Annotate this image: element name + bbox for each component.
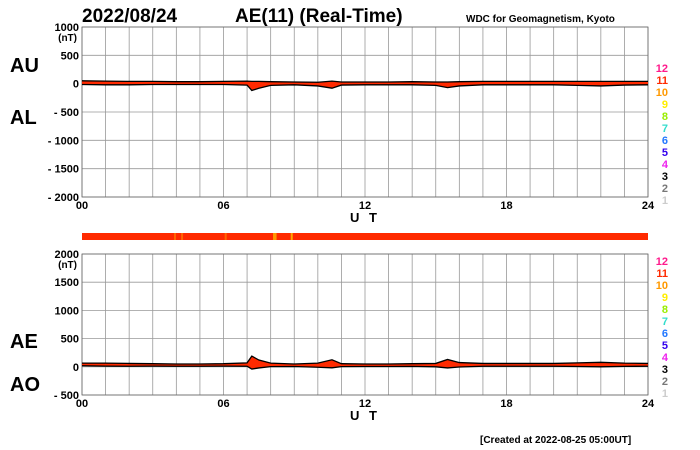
legend-station-count-1: 1: [662, 388, 668, 400]
x-tick-label: 18: [500, 200, 512, 212]
count-bar-segment: [224, 233, 227, 240]
band-fill: [82, 80, 648, 91]
y-tick-label: 500: [61, 50, 79, 62]
y-tick-label: 1500: [55, 277, 79, 289]
legend-station-count-5: 5: [662, 340, 668, 352]
x-tick-label: 12: [359, 200, 371, 212]
plot-frame: [81, 253, 649, 396]
y-tick-label: 1000: [55, 22, 79, 34]
series-line-al: [81, 83, 649, 92]
station-count-bar: [82, 233, 648, 240]
series-label-ao: AO: [10, 374, 40, 396]
legend-station-count-1: 1: [662, 195, 668, 207]
legend-station-count-10: 10: [656, 280, 668, 292]
x-tick-label: 18: [500, 398, 512, 410]
legend-station-count-12: 12: [656, 256, 668, 268]
y-tick-label: 2000: [55, 249, 79, 261]
plot-frame: [81, 26, 649, 198]
y-unit-label: (nT): [58, 260, 77, 271]
legend-station-count-10: 10: [656, 87, 668, 99]
x-tick-label: 06: [217, 398, 229, 410]
series-line-ae: [82, 355, 649, 365]
legend-station-count-2: 2: [662, 376, 668, 388]
y-tick-label: 0: [73, 362, 79, 374]
x-tick-label: 00: [76, 200, 88, 212]
x-tick-label: 06: [217, 200, 229, 212]
panel-au-al: 1000 500 0 - 500 - 1000 - 1500 - 2000 (nT) 00 06 1…: [10, 22, 669, 225]
legend-station-count-4: 4: [662, 352, 669, 364]
series-line-ao: [81, 365, 649, 370]
x-tick-label: 00: [76, 398, 88, 410]
y-tick-label: - 1000: [48, 135, 79, 147]
legend-station-count-9: 9: [662, 292, 668, 304]
x-tick-label: 24: [642, 200, 655, 212]
series-label-al: AL: [10, 107, 37, 129]
date-title: 2022/08/24: [82, 6, 178, 27]
legend-station-count-12: 12: [656, 63, 668, 75]
count-bar-segment: [181, 233, 184, 240]
y-tick-label: - 500: [54, 107, 79, 119]
legend-station-count-6: 6: [662, 328, 668, 340]
legend-station-count-8: 8: [662, 111, 668, 123]
count-bar-segment: [273, 233, 277, 240]
y-unit-label: (nT): [58, 33, 77, 44]
legend-station-count-3: 3: [662, 171, 668, 183]
chart-title: AE(11) (Real-Time): [235, 6, 403, 27]
legend-station-count-7: 7: [662, 123, 668, 135]
legend-station-count-8: 8: [662, 304, 668, 316]
x-tick-label: 24: [642, 398, 655, 410]
series-line-au: [81, 80, 648, 83]
legend-station-count-3: 3: [662, 364, 668, 376]
x-axis-label: U T: [350, 408, 380, 423]
y-tick-label: 1000: [55, 305, 79, 317]
y-tick-label: 0: [73, 79, 79, 91]
series-label-au: AU: [10, 55, 39, 77]
y-tick-label: - 2000: [48, 192, 79, 204]
legend-station-count-11: 11: [656, 75, 668, 87]
created-label: [Created at 2022-08-25 05:00UT]: [480, 435, 631, 446]
source-label: WDC for Geomagnetism, Kyoto: [466, 14, 615, 25]
legend-station-count-4: 4: [662, 159, 669, 171]
legend-station-count-6: 6: [662, 135, 668, 147]
y-tick-label: 500: [61, 334, 79, 346]
legend-station-count-9: 9: [662, 99, 668, 111]
legend-station-count-11: 11: [656, 268, 668, 280]
count-bar-segment: [173, 233, 176, 240]
legend-station-count-7: 7: [662, 316, 668, 328]
count-bar-segment: [290, 233, 293, 240]
legend-station-count-2: 2: [662, 183, 668, 195]
series-label-ae: AE: [10, 331, 38, 353]
x-axis-label: U T: [350, 210, 380, 225]
legend-station-count-5: 5: [662, 147, 668, 159]
x-tick-label: 12: [359, 398, 371, 410]
y-tick-label: - 500: [54, 390, 79, 402]
y-tick-label: - 1500: [48, 164, 79, 176]
count-bar-segment: [82, 233, 648, 240]
